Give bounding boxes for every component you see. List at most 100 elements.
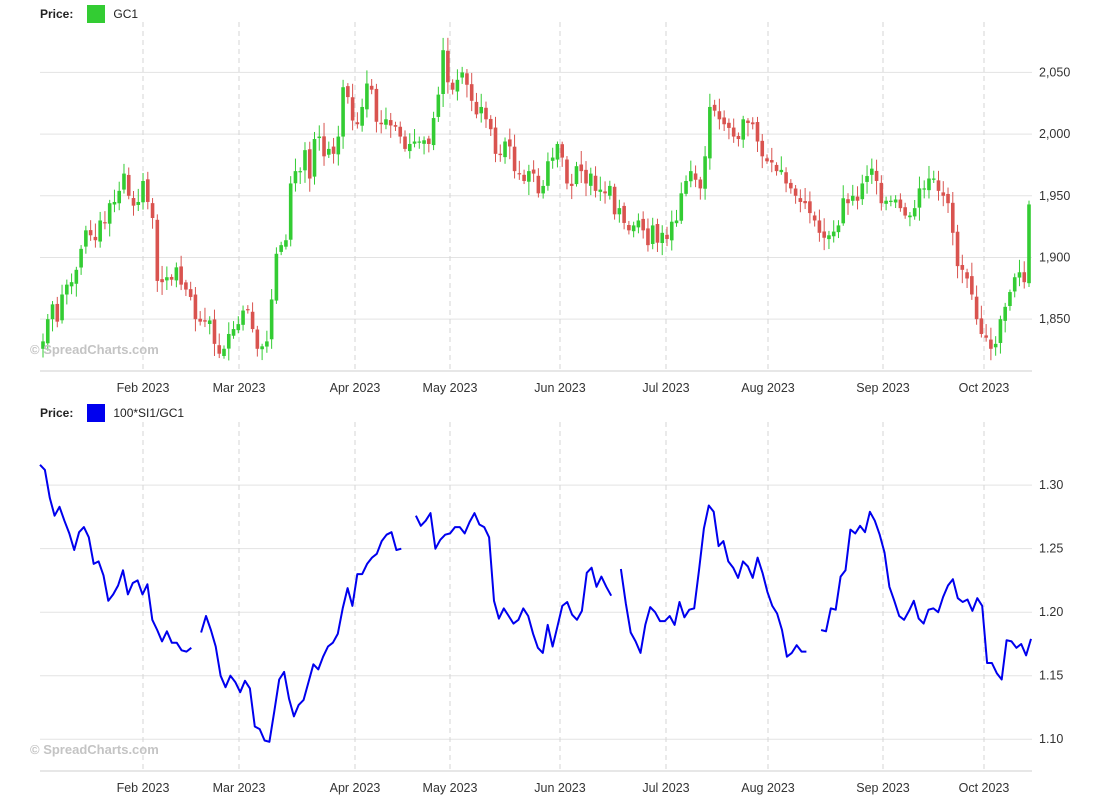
candle [889, 195, 893, 207]
candle-body [650, 225, 655, 244]
candle-body [217, 345, 222, 354]
candle-body [893, 199, 898, 203]
candle [93, 223, 98, 248]
candle [865, 165, 869, 194]
candle [584, 161, 588, 197]
candle-body [203, 320, 207, 322]
candle-body [498, 153, 503, 156]
candle [250, 302, 255, 333]
candle-body [560, 144, 564, 158]
candle-body [341, 87, 345, 137]
candle [798, 189, 803, 213]
candle [193, 287, 198, 332]
candle-body [355, 122, 360, 125]
candle [184, 279, 188, 297]
candle [917, 176, 922, 221]
candle-body [84, 230, 88, 247]
candle [226, 322, 231, 361]
candle [407, 133, 412, 159]
y-tick-label: 1,900 [1039, 250, 1070, 264]
candle-body [374, 88, 379, 122]
candle [79, 245, 83, 275]
candle-body [760, 140, 765, 157]
candle-body [898, 199, 903, 209]
candle-body [912, 208, 917, 217]
candle-body [822, 231, 826, 238]
candle-body [460, 72, 464, 78]
x-tick-label: Feb 2023 [117, 381, 170, 395]
grid-layer [40, 22, 1032, 771]
candle [627, 220, 631, 235]
candle [50, 301, 55, 332]
candle-body [927, 178, 931, 191]
candle-body [698, 179, 703, 189]
candle-body [1022, 272, 1027, 283]
candle [565, 156, 569, 190]
candle [60, 284, 64, 324]
candle [927, 165, 931, 199]
y-tick-label: 1.25 [1039, 542, 1063, 556]
candle [331, 137, 336, 164]
candle-body [474, 101, 479, 115]
candle [855, 186, 860, 210]
candle [41, 333, 45, 358]
candle-body [69, 282, 74, 287]
candle [950, 192, 955, 246]
candle-body [808, 201, 812, 214]
candle-body [50, 304, 55, 320]
candle [774, 162, 779, 176]
candle [174, 262, 179, 288]
candle-body [193, 294, 198, 320]
candle [145, 171, 150, 210]
candle [122, 163, 126, 194]
candle-body [955, 231, 960, 267]
candle [312, 131, 317, 185]
candle [941, 181, 946, 207]
candle-body [817, 220, 822, 233]
candle-body [769, 160, 774, 163]
candle-body [1027, 204, 1031, 284]
candle-body [226, 333, 231, 349]
candle-body [917, 188, 922, 208]
candle [722, 110, 726, 131]
candle [674, 209, 679, 227]
y-tick-label: 1.10 [1039, 732, 1063, 746]
candle-body [750, 122, 755, 125]
candle [803, 188, 807, 210]
candle [346, 83, 350, 104]
candle [455, 69, 460, 101]
candle-body [336, 136, 341, 155]
candle [636, 213, 641, 234]
candle-body [98, 220, 102, 242]
candle-body [317, 136, 322, 139]
candle-body [322, 136, 326, 157]
candle [469, 72, 474, 112]
legend-label: Price: [40, 7, 74, 21]
candle [274, 247, 279, 304]
candle [908, 212, 912, 227]
candle [269, 289, 274, 349]
x-tick-label: Jun 2023 [534, 781, 585, 795]
candle-body [446, 50, 450, 83]
candle-body [1008, 292, 1012, 307]
candle [203, 307, 207, 328]
candle [427, 135, 431, 153]
candle [1008, 289, 1012, 311]
candle [369, 79, 374, 95]
candle [879, 175, 884, 211]
candle [65, 279, 69, 305]
candle [979, 305, 984, 338]
x-tick-label: Jul 2023 [642, 781, 689, 795]
candle [579, 150, 584, 184]
candle-body [679, 193, 684, 221]
candle-body [579, 164, 584, 172]
candle-body [369, 85, 374, 90]
candle [527, 164, 531, 196]
candle [936, 170, 941, 201]
candle-body [831, 231, 836, 237]
candle [360, 98, 364, 132]
candle-body [350, 97, 355, 121]
x-tick-label: Mar 2023 [213, 381, 266, 395]
candle [436, 86, 441, 122]
candle-body [689, 171, 693, 182]
